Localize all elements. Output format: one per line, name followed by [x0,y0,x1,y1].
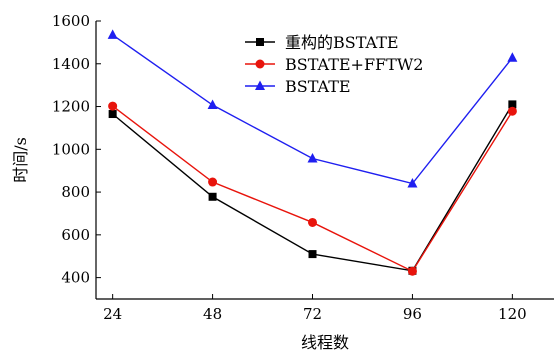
x-tick-label-0: 24 [103,305,122,323]
series-0-point-1 [208,192,217,201]
series-1 [108,101,517,276]
y-tick-label-2: 800 [61,183,90,201]
series-2 [107,29,518,188]
series-2-point-1 [207,99,218,110]
series-2-point-4 [507,52,518,62]
series-2-point-2 [307,153,318,163]
legend-marker-2 [255,80,265,90]
series-0 [108,100,517,275]
y-tick-label-6: 1600 [52,12,90,30]
series-line-0 [112,104,513,272]
x-tick-label-3: 96 [403,305,422,323]
y-axis-label: 时间/s [11,137,30,183]
series-1-point-4 [507,106,517,116]
axis-ticks: 400 600 800 1000 1200 1400 1600 24 48 72 96 120 [52,12,527,323]
series-1-point-3 [407,266,417,276]
series-line-1 [112,105,513,273]
series-2-point-0 [107,29,118,39]
series-1-point-1 [208,177,218,187]
x-tick-label-4: 120 [498,305,527,323]
legend-label-2: BSTATE [285,77,351,96]
legend-label-1: BSTATE+FFTW2 [285,55,423,74]
y-tick-label-5: 1400 [52,55,90,73]
y-tick-label-1: 600 [61,226,90,244]
series-layer [107,29,518,276]
series-0-point-4 [508,100,517,109]
series-0-point-2 [308,250,317,259]
x-tick-label-2: 72 [303,305,322,323]
legend: 重构的BSTATE BSTATE+FFTW2 BSTATE [245,33,423,96]
legend-marker-1 [255,59,265,69]
y-tick-label-4: 1200 [52,98,90,116]
series-0-point-0 [108,110,117,119]
y-tick-label-3: 1000 [52,140,90,158]
series-1-point-0 [108,101,118,111]
legend-marker-0 [256,38,264,46]
x-axis-label: 线程数 [301,333,349,352]
x-tick-label-1: 48 [203,305,222,323]
legend-label-0: 重构的BSTATE [285,33,399,52]
y-tick-label-0: 400 [61,269,90,287]
series-2-point-3 [407,178,418,188]
plot-area [95,21,554,300]
series-1-point-2 [308,217,318,227]
